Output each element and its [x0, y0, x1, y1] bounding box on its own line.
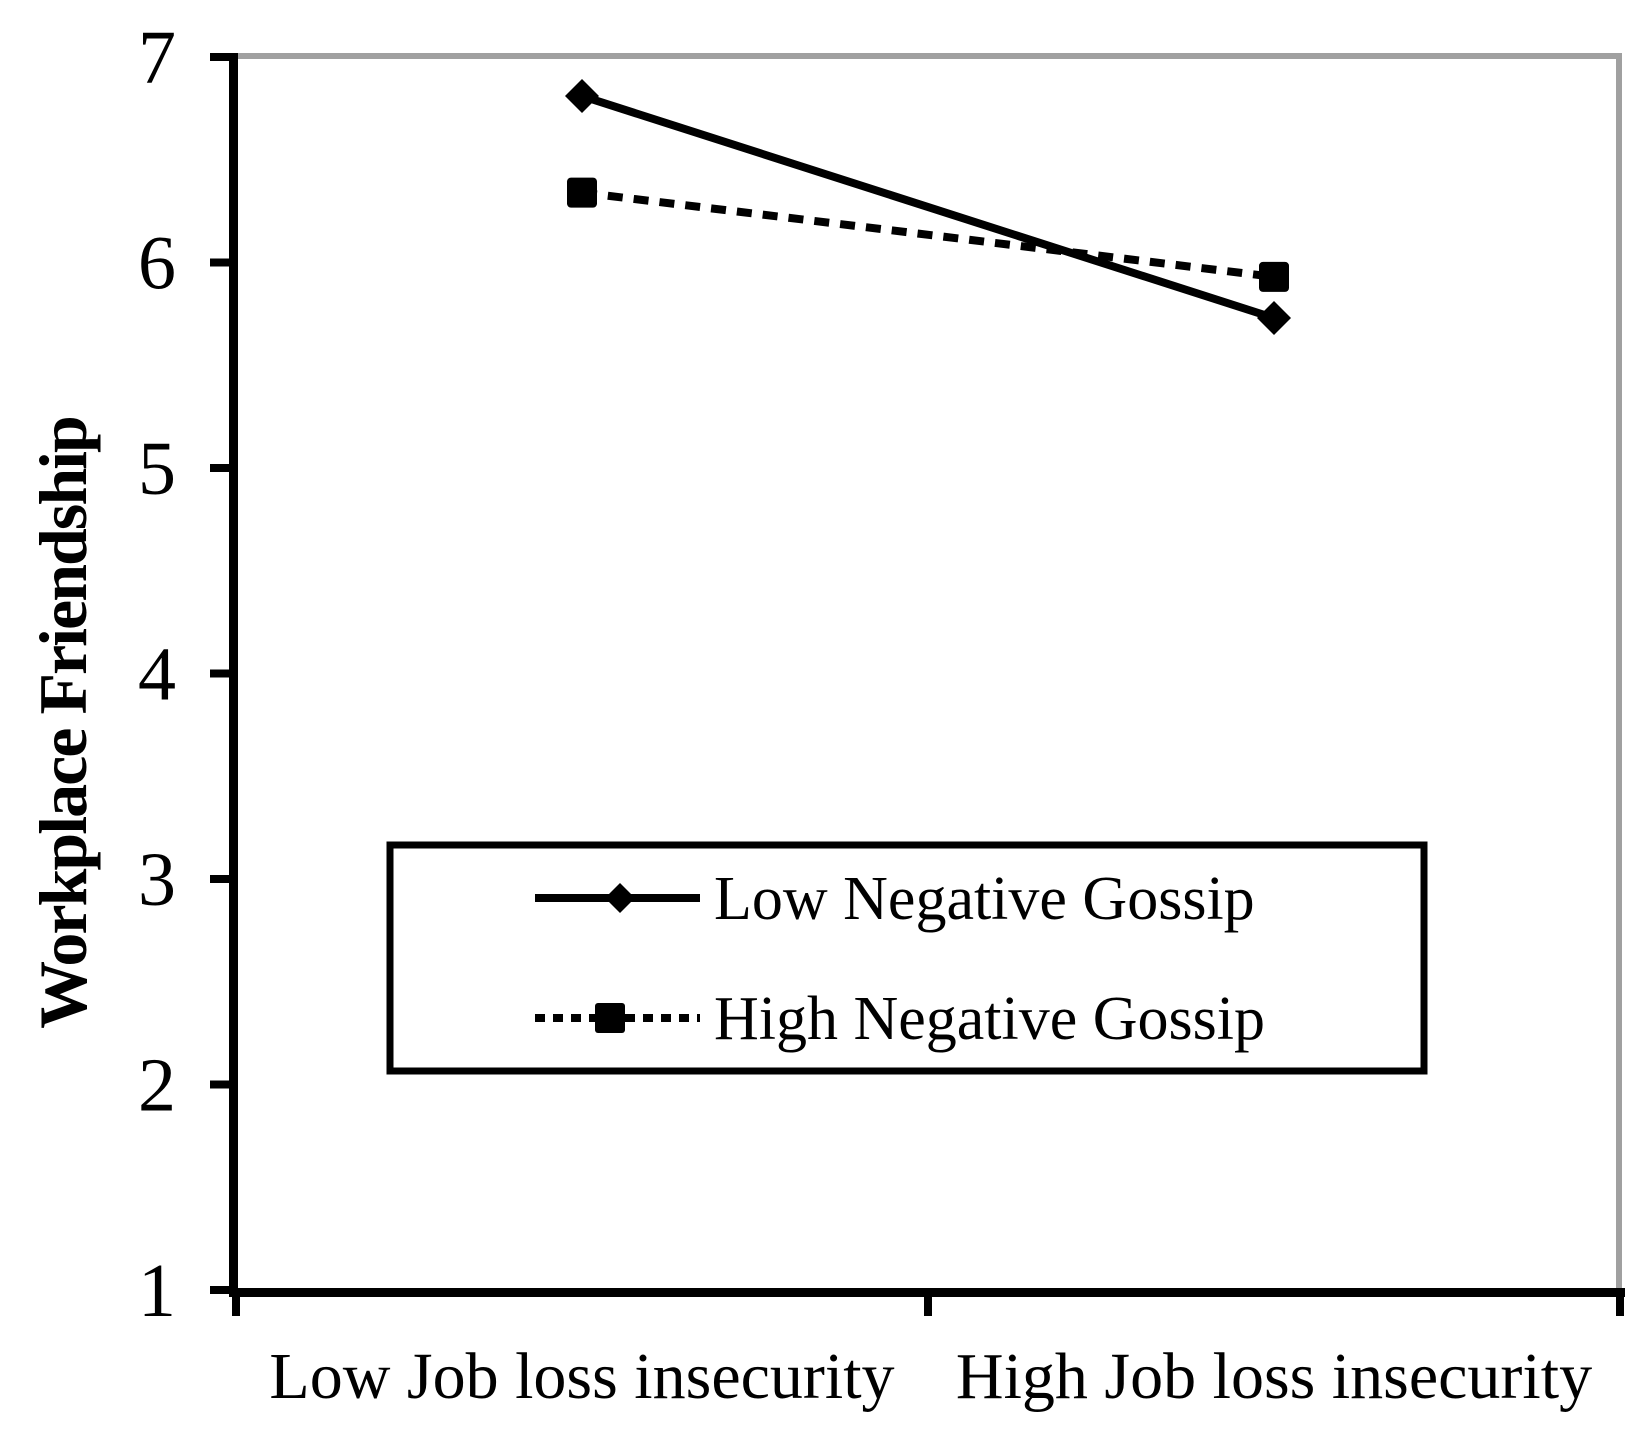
- y-tick-mark: [210, 1080, 236, 1089]
- y-tick-label: 4: [138, 633, 176, 717]
- y-tick-label: 2: [138, 1044, 176, 1128]
- x-tick-mark: [1616, 1288, 1624, 1316]
- y-axis-line: [229, 53, 238, 1296]
- x-category-label-low-job-loss-insecurity: Low Job loss insecurity: [269, 1340, 894, 1413]
- y-tick-mark: [210, 875, 236, 883]
- y-tick-mark: [210, 464, 236, 472]
- legend-diamond-marker-icon: [605, 883, 635, 913]
- y-tick-mark: [210, 1286, 236, 1294]
- legend-square-marker-icon: [595, 1003, 625, 1033]
- x-tick-mark: [232, 1288, 240, 1316]
- series-layer: [565, 79, 1291, 335]
- legend-box: [386, 841, 1428, 1075]
- data-point-diamond-marker: [1257, 300, 1291, 335]
- y-tick-label: 6: [138, 222, 176, 306]
- y-axis-title: Workplace Friendship: [25, 417, 101, 1029]
- x-tick-mark: [924, 1288, 932, 1316]
- legend: Low Negative Gossip High Negative Gossip: [386, 841, 1428, 1075]
- y-tick-mark: [210, 258, 236, 267]
- x-axis-ticks: [232, 1288, 1624, 1316]
- x-category-label-high-job-loss-insecurity: High Job loss insecurity: [956, 1340, 1592, 1413]
- y-tick-label: 7: [138, 16, 176, 100]
- plot-border-right: [1616, 53, 1622, 1293]
- legend-label-high-negative-gossip: High Negative Gossip: [714, 985, 1265, 1053]
- y-tick-label: 3: [138, 838, 176, 922]
- y-tick-mark: [210, 669, 236, 678]
- y-tick-mark: [210, 53, 236, 61]
- y-tick-label: 5: [138, 427, 176, 511]
- y-tick-label: 1: [138, 1249, 176, 1333]
- x-axis-line: [229, 1288, 1625, 1297]
- plot-border-top: [236, 53, 1622, 59]
- data-point-square-marker: [1259, 261, 1289, 292]
- series-line: [580, 92, 1276, 322]
- data-point-square-marker: [567, 177, 597, 208]
- y-axis-ticks: 1 2 3 4 5 6 7: [138, 16, 236, 1333]
- series-line: [581, 188, 1275, 281]
- legend-label-low-negative-gossip: Low Negative Gossip: [714, 865, 1255, 933]
- data-point-diamond-marker: [565, 79, 599, 114]
